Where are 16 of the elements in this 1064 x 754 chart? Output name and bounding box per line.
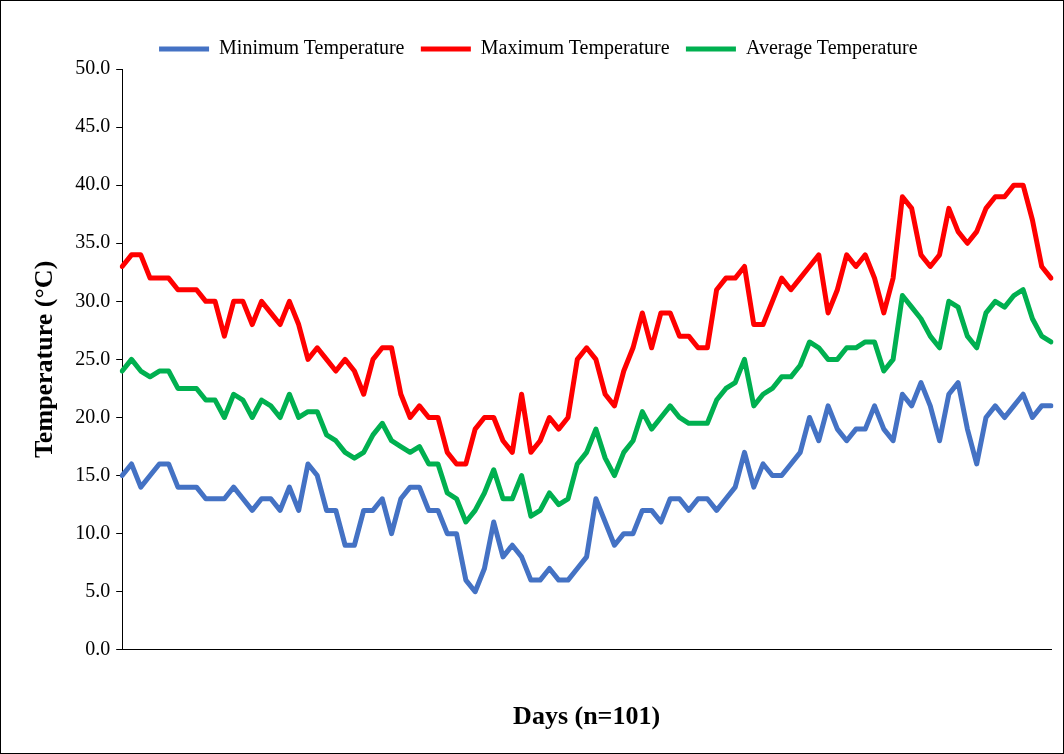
y-tick-label: 25.0 xyxy=(75,346,111,369)
y-tick-label: 15.0 xyxy=(75,462,111,485)
legend-label: Minimum Temperature xyxy=(219,36,405,60)
y-tick-label: 5.0 xyxy=(85,578,111,601)
y-tick-label: 0.0 xyxy=(85,637,111,660)
y-tick-label: 20.0 xyxy=(75,404,111,427)
y-axis-title: Temperature (°C) xyxy=(29,260,59,459)
y-tick-label: 30.0 xyxy=(75,288,111,311)
legend-label: Maximum Temperature xyxy=(480,36,670,60)
y-tick-label: 35.0 xyxy=(75,230,111,253)
y-tick-label: 45.0 xyxy=(75,114,111,137)
legend-label: Average Temperature xyxy=(745,36,918,60)
x-axis-title: Days (n=101) xyxy=(513,701,661,731)
y-tick-label: 10.0 xyxy=(75,520,111,543)
y-tick-label: 50.0 xyxy=(75,56,111,79)
y-tick-label: 40.0 xyxy=(75,172,111,195)
